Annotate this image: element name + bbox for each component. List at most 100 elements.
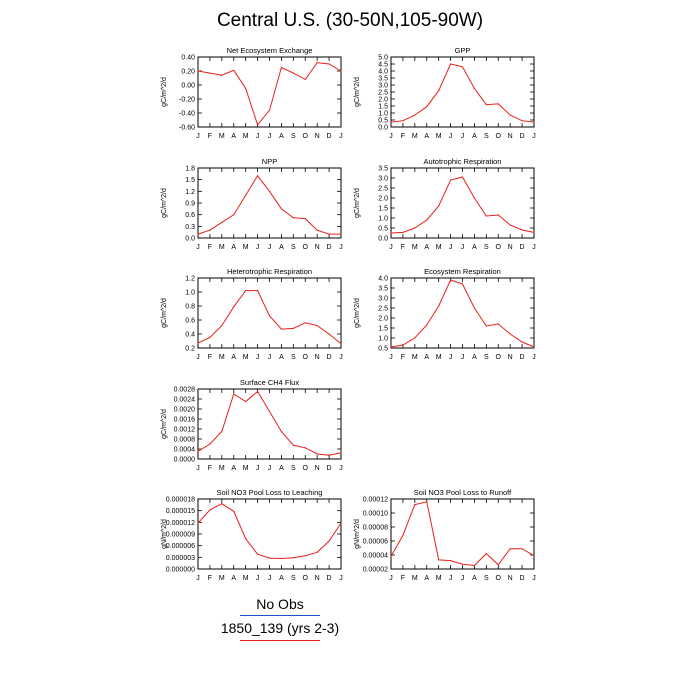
panel-8-xtick-label: M <box>219 575 225 582</box>
panel-3-xtick-label: F <box>208 244 212 251</box>
panel-3-xtick-label: D <box>327 244 332 251</box>
panel-2-ytick-label: 3.0 <box>378 83 388 90</box>
panel-7-data-point <box>209 443 211 445</box>
panel-1-xtick-label: A <box>279 133 284 140</box>
panel-3-ytick-label: 1.8 <box>185 166 195 173</box>
panel-9-xtick-label: J <box>532 575 536 582</box>
panel-3-ytick-label: 0.6 <box>185 212 195 219</box>
legend-model-label: 1850_139 (yrs 2-3) <box>220 620 340 636</box>
panel-6-data-point <box>461 283 464 285</box>
panel-3-ytick-label: 1.2 <box>185 189 195 196</box>
panel-9-xtick-label: F <box>401 575 405 582</box>
panel-6-xtick-label: O <box>496 354 502 361</box>
panel-7-xtick-label: O <box>303 465 309 472</box>
panel-6-xtick-label: J <box>532 354 536 361</box>
panel-7-ytick-label: 0.0000 <box>174 457 196 464</box>
panel-3-series-line <box>197 174 341 235</box>
panel-9-data-point <box>402 534 404 537</box>
panel-1-xtick-label: M <box>219 133 225 140</box>
panel-2-xtick-label: J <box>449 133 453 140</box>
panel-4-ytick-label: 1.0 <box>378 216 388 223</box>
panel-4-data-point <box>485 215 487 217</box>
panel-8-ytick-label: 0.000018 <box>166 497 195 504</box>
panel-8-ytick-label: 0.000015 <box>166 508 195 515</box>
panel-7-xtick-label: J <box>268 465 272 472</box>
panel-2-data-point <box>473 87 476 90</box>
panel-5-xtick-label: J <box>268 354 272 361</box>
panel-3-data-point <box>292 217 294 219</box>
panel-4-xtick-label: M <box>412 244 418 251</box>
panel-8-ytick-label: 0.000006 <box>166 543 195 550</box>
panel-6-data-point <box>533 346 535 348</box>
panel-4-data-point <box>402 231 404 233</box>
panel-9-xtick-label: S <box>484 575 489 582</box>
panel-9-data-point <box>390 555 392 558</box>
panel-7-data-point <box>245 400 247 403</box>
panel-6-data-point <box>414 337 416 339</box>
panel-4-data-point <box>426 219 428 221</box>
panel-1-ytick-label: 0.00 <box>181 83 195 90</box>
panel-2-xtick-label: S <box>484 133 489 140</box>
panel-5-xtick-label: A <box>279 354 284 361</box>
panel-4-data-point <box>473 197 476 199</box>
panel-5-data-point <box>304 322 306 324</box>
panel-7-frame <box>197 388 342 460</box>
panel-9-ytick-label: 0.00002 <box>363 567 388 574</box>
panel-8-data-point <box>221 503 223 505</box>
panel-6-ytick-label: 0.5 <box>378 346 388 353</box>
panel-9-data-point <box>533 555 535 557</box>
panel-3-xtick-label: J <box>256 244 260 251</box>
panel-4-ytick-label: 2.5 <box>378 186 388 193</box>
panel-8-xtick-label: J <box>256 575 260 582</box>
panel-9-data-point <box>449 560 452 562</box>
panel-8-ytick-label: 0.000003 <box>166 555 195 562</box>
panel-9-xtick-label: J <box>389 575 393 582</box>
panel-7-xtick-label: J <box>256 465 260 472</box>
panel-1-ytick-label: -0.60 <box>179 125 195 132</box>
panel-6-title: Ecosystem Respiration <box>424 267 501 276</box>
panel-4-data-point <box>390 232 392 234</box>
panel-7-data-point <box>233 393 235 395</box>
panel-4-xtick-label: J <box>449 244 453 251</box>
panel-4-frame <box>390 167 535 239</box>
panel-3-title: NPP <box>262 157 277 166</box>
panel-9-data-point <box>497 564 499 566</box>
panel-1-frame <box>197 56 342 128</box>
panel-8-title: Soil NO3 Pool Loss to Leaching <box>217 488 323 497</box>
panel-7-ytick-label: 0.0012 <box>174 427 196 434</box>
panel-9-data-point <box>461 563 464 565</box>
panel-6-data-point <box>426 324 428 326</box>
panel-8-xtick-label: S <box>291 575 296 582</box>
panel-4-data-point <box>533 231 535 233</box>
panel-6-xtick-label: M <box>412 354 418 361</box>
panel-2-ytick-label: 1.0 <box>378 111 388 118</box>
panel-9-data-point <box>438 559 440 561</box>
panel-7-xtick-label: A <box>231 465 236 472</box>
panel-2-xtick-label: M <box>436 133 442 140</box>
legend-obs-label: No Obs <box>256 596 304 612</box>
panel-7-xtick-label: S <box>291 465 296 472</box>
panel-7-xtick-label: J <box>339 465 343 472</box>
panel-3-data-point <box>233 214 235 216</box>
panel-1-xtick-label: M <box>243 133 249 140</box>
panel-9-xtick-label: N <box>508 575 513 582</box>
panel-1-data-point <box>245 87 247 90</box>
panel-8-xtick-label: J <box>339 575 343 582</box>
panel-2-ytick-label: 5.0 <box>378 55 388 62</box>
panel-4-ytick-label: 2.0 <box>378 196 388 203</box>
panel-2-xtick-label: J <box>389 133 393 140</box>
panel-2-xtick-label: A <box>472 133 477 140</box>
panel-2-ytick-label: 1.5 <box>378 104 388 111</box>
panel-4-xtick-label: M <box>436 244 442 251</box>
panel-6-data-point <box>402 344 404 346</box>
panel-2-xtick-label: A <box>424 133 429 140</box>
panel-5-data-point <box>340 343 342 345</box>
panel-7-series-line <box>197 390 342 456</box>
panel-3-ytick-label: 1.5 <box>185 177 195 184</box>
panel-2-data-point <box>509 114 511 116</box>
panel-5-data-point <box>316 325 318 327</box>
panel-7-ytick-label: 0.0020 <box>174 407 196 414</box>
panel-6-data-point <box>497 323 499 325</box>
panel-3-data-point <box>209 229 211 231</box>
panel-5-frame <box>197 277 342 349</box>
